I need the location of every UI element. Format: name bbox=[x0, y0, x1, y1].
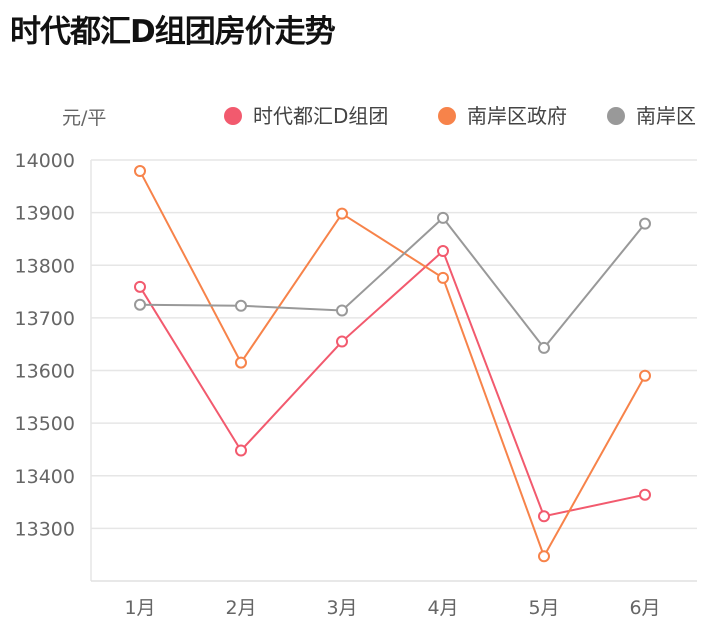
data-point bbox=[538, 341, 550, 354]
data-point bbox=[134, 280, 146, 293]
legend-marker bbox=[438, 107, 456, 125]
x-tick-label: 2月 bbox=[225, 597, 256, 619]
legend-label: 时代都汇D组团 bbox=[253, 104, 388, 128]
y-tick-label: 13800 bbox=[15, 255, 75, 277]
y-tick-label: 13300 bbox=[15, 518, 75, 540]
chart-title: 时代都汇D组团房价走势 bbox=[10, 14, 336, 50]
data-point bbox=[437, 245, 449, 258]
data-point bbox=[639, 488, 651, 501]
series-line bbox=[139, 249, 646, 518]
x-tick-label: 4月 bbox=[427, 597, 458, 619]
y-tick-label: 13900 bbox=[15, 203, 75, 225]
y-axis-unit: 元/平 bbox=[62, 107, 106, 129]
y-tick-label: 14000 bbox=[15, 150, 75, 172]
legend-label: 南岸区 bbox=[636, 104, 696, 128]
data-point bbox=[134, 165, 146, 178]
x-tick-label: 3月 bbox=[326, 597, 357, 619]
data-point bbox=[235, 299, 247, 312]
y-tick-label: 13400 bbox=[15, 466, 75, 488]
legend-label: 南岸区政府 bbox=[467, 104, 567, 128]
data-point bbox=[639, 217, 651, 230]
data-point bbox=[639, 369, 651, 382]
y-tick-label: 13500 bbox=[15, 413, 75, 435]
data-point bbox=[538, 550, 550, 563]
data-point bbox=[336, 335, 348, 348]
y-tick-label: 13600 bbox=[15, 361, 75, 383]
data-point bbox=[437, 211, 449, 224]
series-line bbox=[139, 216, 646, 350]
series-line bbox=[139, 170, 646, 559]
y-tick-label: 13700 bbox=[15, 308, 75, 330]
data-point bbox=[336, 207, 348, 220]
x-tick-label: 5月 bbox=[528, 597, 559, 619]
data-point bbox=[336, 304, 348, 317]
legend-marker bbox=[607, 107, 625, 125]
data-point bbox=[235, 356, 247, 369]
x-tick-label: 1月 bbox=[124, 597, 155, 619]
data-point bbox=[437, 271, 449, 284]
data-point bbox=[235, 444, 247, 457]
x-tick-label: 6月 bbox=[629, 597, 660, 619]
data-point bbox=[134, 298, 146, 311]
data-point bbox=[538, 510, 550, 523]
legend-marker bbox=[224, 107, 242, 125]
